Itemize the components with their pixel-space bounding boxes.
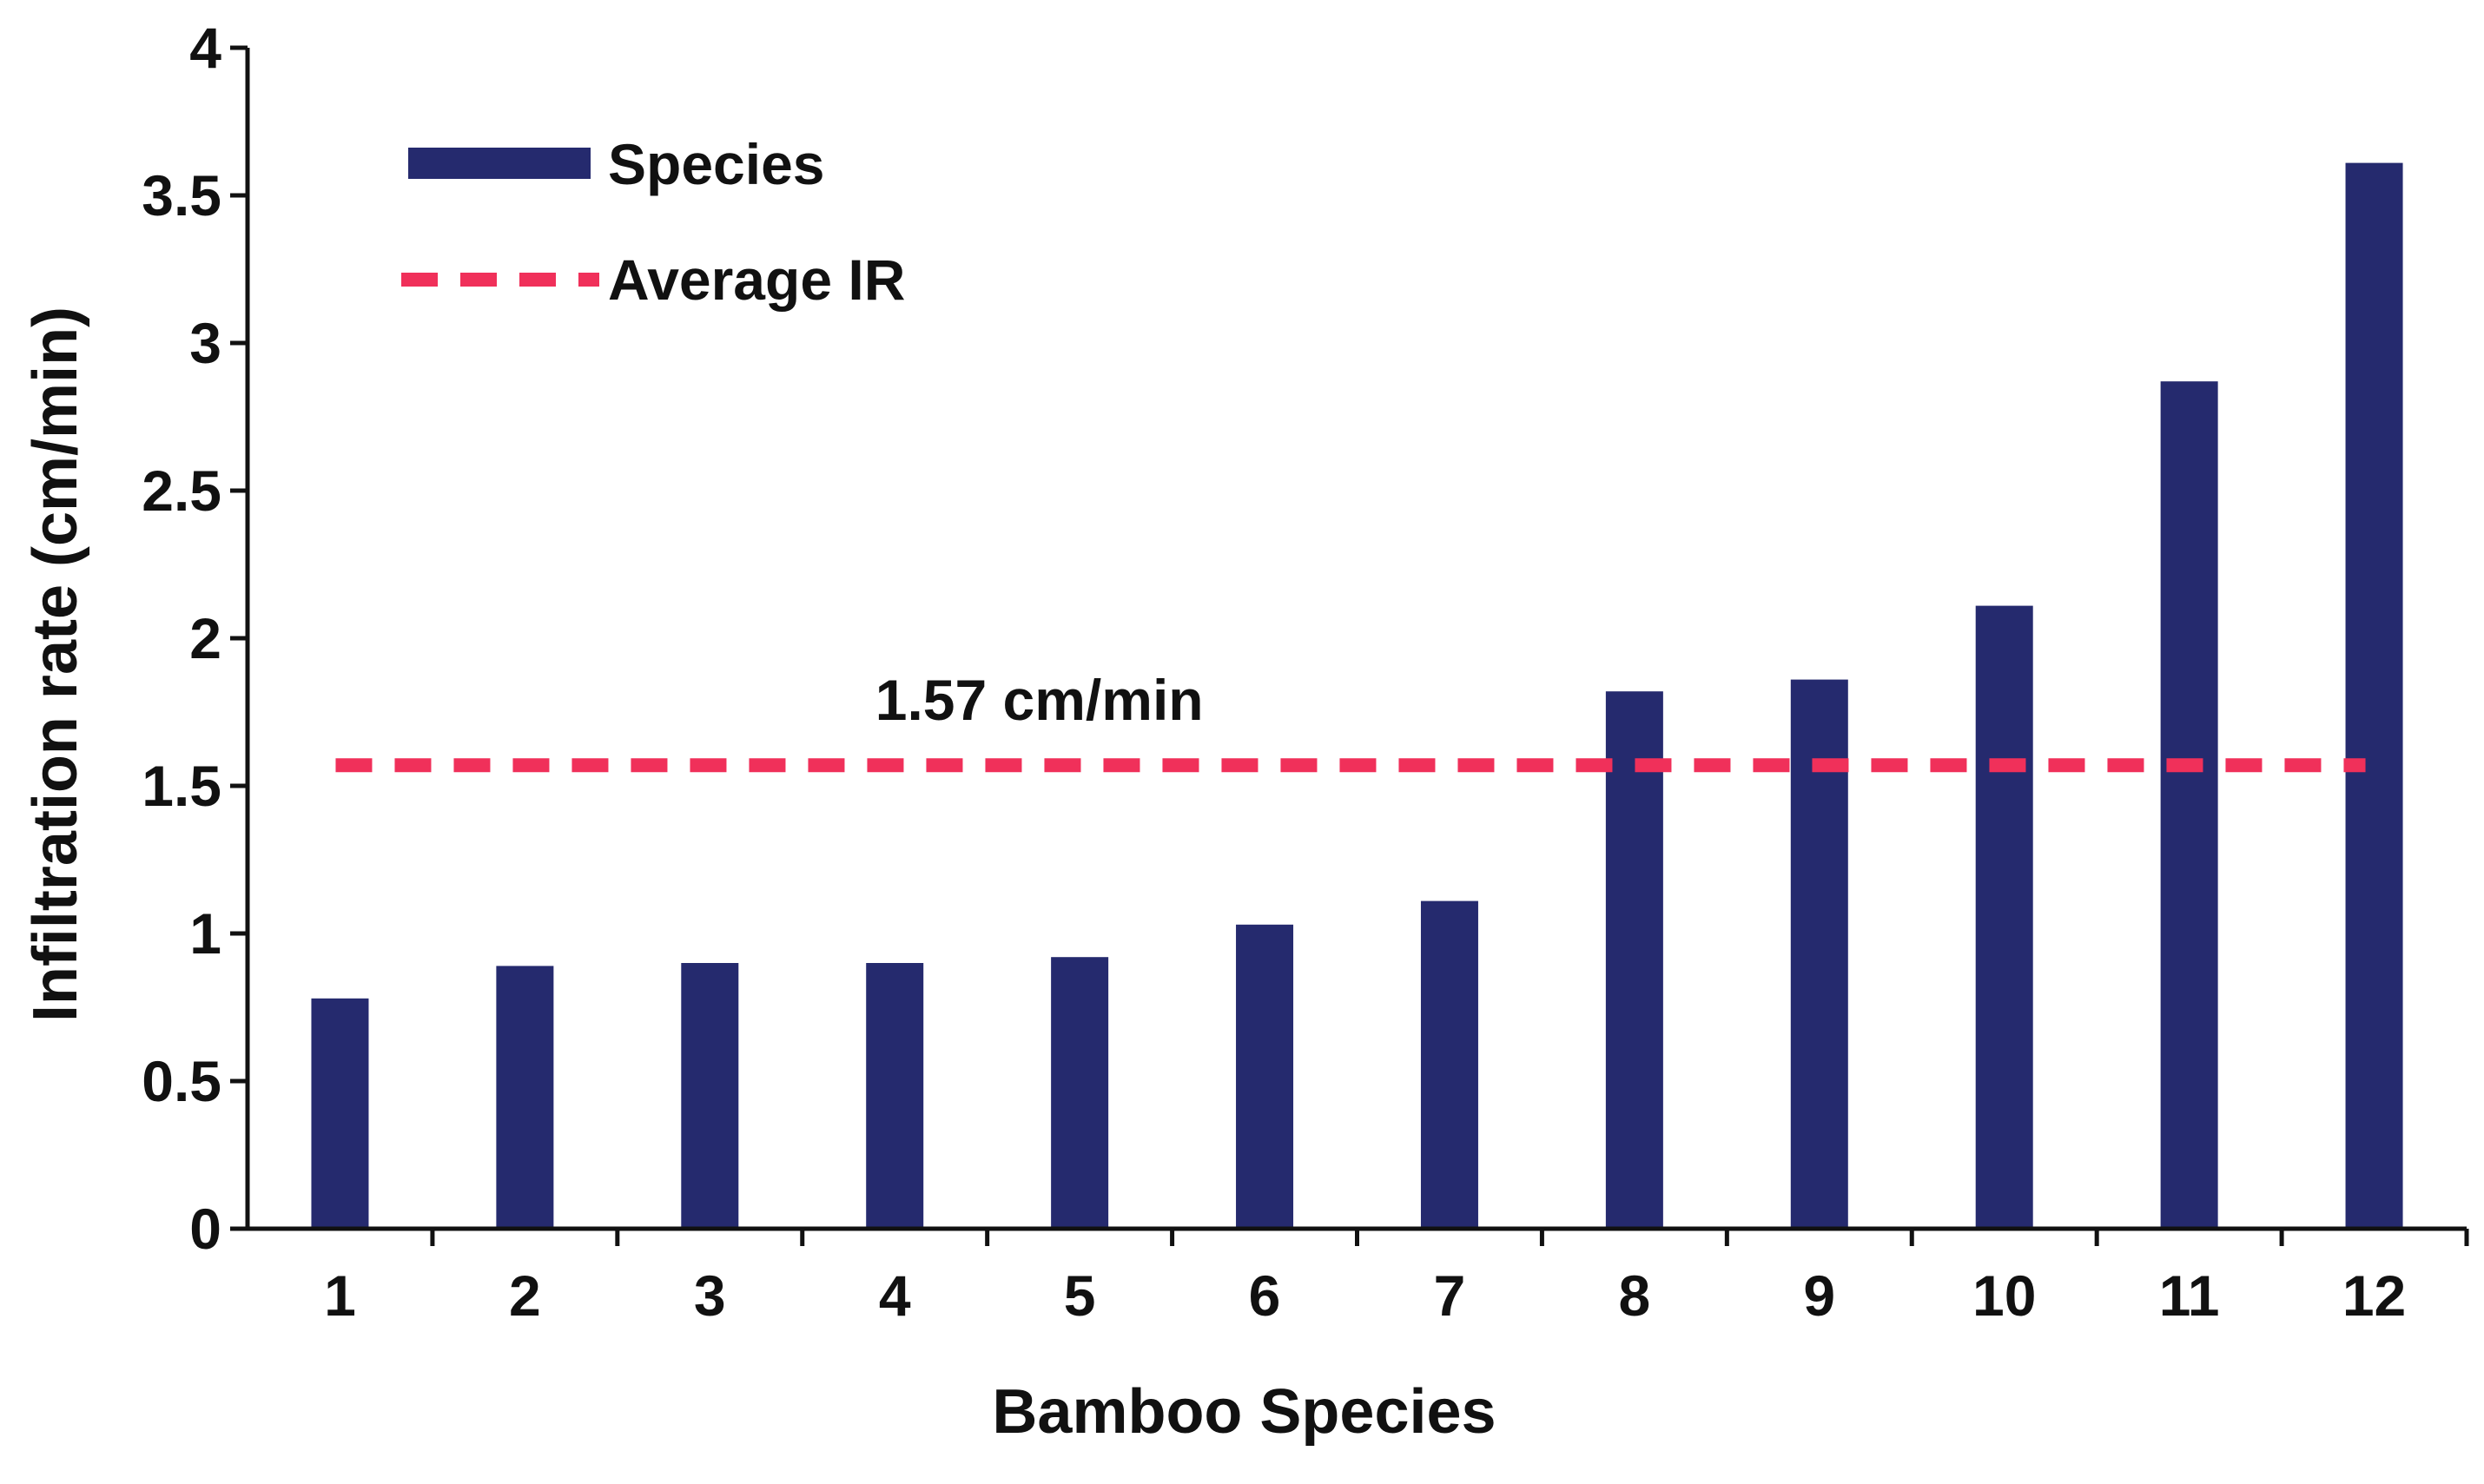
axes-group [245, 48, 2467, 1231]
bar [1605, 691, 1663, 1229]
legend: Species Average IR [401, 132, 905, 312]
x-tick-label: 11 [2159, 1263, 2220, 1328]
legend-species-label: Species [608, 132, 825, 196]
legend-average-label: Average IR [608, 247, 905, 312]
x-ticks-group: 1 2 3 4 5 6 7 8 9 10 11 12 [324, 1229, 2469, 1328]
y-tick-label: 0 [189, 1197, 221, 1261]
bar [1236, 924, 1294, 1229]
x-tick-label: 1 [324, 1263, 356, 1328]
bar [496, 966, 554, 1229]
bar [311, 998, 369, 1229]
x-axis-title: Bamboo Species [992, 1377, 1496, 1447]
x-tick-label: 3 [694, 1263, 726, 1328]
bar [2345, 162, 2403, 1230]
x-tick-label: 7 [1434, 1263, 1466, 1328]
y-tick-label: 4 [189, 16, 221, 80]
x-tick-label: 4 [879, 1263, 911, 1328]
bar [866, 963, 924, 1229]
y-tick-label: 1.5 [142, 754, 221, 818]
bars-group [311, 162, 2403, 1230]
y-tick-label: 0.5 [142, 1049, 221, 1113]
bar [2160, 381, 2218, 1229]
bar [681, 963, 739, 1229]
average-value-annotation: 1.57 cm/min [875, 668, 1204, 732]
y-ticks-group: 0 0.5 1 1.5 2 2.5 3 3.5 4 [142, 16, 248, 1261]
bar [1051, 957, 1109, 1229]
x-tick-label: 2 [509, 1263, 541, 1328]
x-tick-label: 5 [1064, 1263, 1096, 1328]
x-tick-label: 9 [1803, 1263, 1835, 1328]
y-tick-label: 2.5 [142, 458, 221, 523]
x-tick-label: 6 [1249, 1263, 1281, 1328]
y-tick-label: 3.5 [142, 163, 221, 228]
legend-species-swatch [408, 148, 591, 179]
y-tick-label: 1 [189, 901, 221, 966]
y-tick-label: 2 [189, 606, 221, 670]
y-axis-title: Infiltration rate (cm/min) [21, 307, 90, 1022]
bar [1420, 900, 1478, 1229]
bar [1975, 605, 2033, 1229]
x-tick-label: 10 [1972, 1263, 2036, 1328]
y-tick-label: 3 [189, 311, 221, 375]
x-tick-label: 12 [2342, 1263, 2406, 1328]
x-tick-label: 8 [1619, 1263, 1651, 1328]
